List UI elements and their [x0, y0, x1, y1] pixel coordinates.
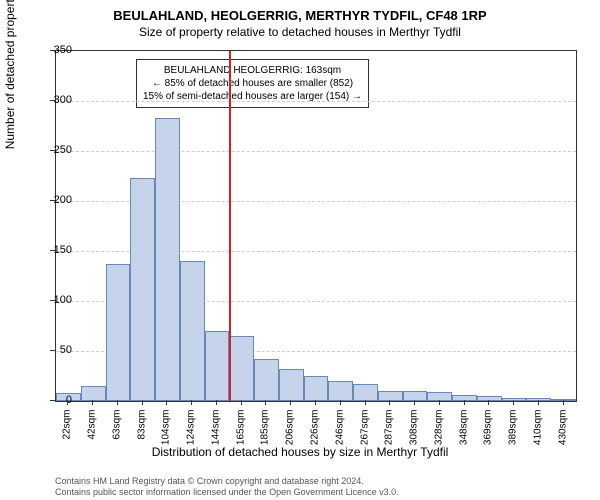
- x-tick-label: 267sqm: [359, 410, 370, 455]
- annotation-line2: ← 85% of detached houses are smaller (85…: [143, 77, 362, 90]
- grid-line: [56, 101, 576, 102]
- y-axis-label: Number of detached properties: [3, 0, 17, 149]
- histogram-bar: [526, 398, 551, 401]
- x-tick: [191, 400, 192, 405]
- annotation-line1: BEULAHLAND HEOLGERRIG: 163sqm: [143, 64, 362, 77]
- histogram-bar: [130, 178, 155, 401]
- x-tick-label: 348sqm: [458, 410, 469, 455]
- y-tick: [50, 300, 55, 301]
- x-tick-label: 104sqm: [161, 410, 172, 455]
- histogram-bar: [551, 399, 576, 401]
- x-tick: [340, 400, 341, 405]
- histogram-bar: [427, 392, 452, 401]
- x-tick: [439, 400, 440, 405]
- y-tick-label: 150: [42, 244, 72, 256]
- x-tick: [563, 400, 564, 405]
- histogram-bar: [353, 384, 378, 401]
- chart-plot-area: BEULAHLAND HEOLGERRIG: 163sqm ← 85% of d…: [55, 50, 577, 402]
- footer-line2: Contains public sector information licen…: [55, 487, 399, 498]
- histogram-bar: [81, 386, 106, 401]
- chart-footer: Contains HM Land Registry data © Crown c…: [55, 476, 399, 498]
- x-tick: [265, 400, 266, 405]
- x-tick: [414, 400, 415, 405]
- x-tick-label: 83sqm: [136, 410, 147, 455]
- x-tick-label: 22sqm: [62, 410, 73, 455]
- histogram-bar: [452, 395, 477, 401]
- x-tick-label: 206sqm: [285, 410, 296, 455]
- y-tick-label: 300: [42, 94, 72, 106]
- histogram-bar: [180, 261, 205, 401]
- y-tick-label: 200: [42, 194, 72, 206]
- x-tick: [365, 400, 366, 405]
- y-tick: [50, 100, 55, 101]
- x-tick-label: 144sqm: [210, 410, 221, 455]
- x-tick: [241, 400, 242, 405]
- x-tick: [290, 400, 291, 405]
- x-tick-label: 328sqm: [433, 410, 444, 455]
- y-tick: [50, 250, 55, 251]
- x-tick-label: 226sqm: [310, 410, 321, 455]
- y-tick: [50, 50, 55, 51]
- x-tick: [538, 400, 539, 405]
- histogram-bar: [304, 376, 329, 401]
- histogram-bar: [254, 359, 279, 401]
- chart-title: BEULAHLAND, HEOLGERRIG, MERTHYR TYDFIL, …: [0, 0, 600, 23]
- footer-line1: Contains HM Land Registry data © Crown c…: [55, 476, 399, 487]
- histogram-bar: [155, 118, 180, 401]
- histogram-bar: [205, 331, 230, 401]
- x-tick-label: 308sqm: [409, 410, 420, 455]
- y-tick: [50, 150, 55, 151]
- y-tick: [50, 350, 55, 351]
- histogram-bar: [106, 264, 131, 401]
- y-tick-label: 50: [42, 344, 72, 356]
- x-tick: [315, 400, 316, 405]
- x-tick-label: 185sqm: [260, 410, 271, 455]
- y-tick-label: 100: [42, 294, 72, 306]
- histogram-bar: [229, 336, 254, 401]
- y-tick-label: 350: [42, 44, 72, 56]
- x-tick-label: 369sqm: [483, 410, 494, 455]
- x-tick-label: 410sqm: [532, 410, 543, 455]
- x-tick-label: 124sqm: [186, 410, 197, 455]
- x-tick-label: 430sqm: [557, 410, 568, 455]
- x-tick-label: 42sqm: [87, 410, 98, 455]
- histogram-bar: [279, 369, 304, 401]
- reference-line: [229, 51, 231, 401]
- x-tick: [389, 400, 390, 405]
- y-tick: [50, 400, 55, 401]
- x-tick: [92, 400, 93, 405]
- histogram-bar: [328, 381, 353, 401]
- x-tick-label: 246sqm: [334, 410, 345, 455]
- chart-subtitle: Size of property relative to detached ho…: [0, 23, 600, 43]
- x-tick-label: 63sqm: [111, 410, 122, 455]
- x-tick-label: 287sqm: [384, 410, 395, 455]
- x-tick-label: 165sqm: [235, 410, 246, 455]
- grid-line: [56, 151, 576, 152]
- x-tick-label: 389sqm: [508, 410, 519, 455]
- y-tick: [50, 200, 55, 201]
- y-tick-label: 250: [42, 144, 72, 156]
- x-tick: [67, 400, 68, 405]
- x-tick: [142, 400, 143, 405]
- x-tick: [117, 400, 118, 405]
- x-tick: [488, 400, 489, 405]
- x-tick: [464, 400, 465, 405]
- x-tick: [216, 400, 217, 405]
- x-tick: [166, 400, 167, 405]
- x-tick: [513, 400, 514, 405]
